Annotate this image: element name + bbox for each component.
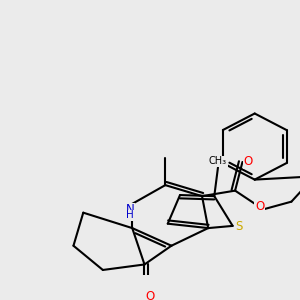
Text: CH₃: CH₃ <box>209 156 227 167</box>
Text: N: N <box>125 203 134 216</box>
Text: O: O <box>243 155 253 168</box>
Text: H: H <box>126 210 134 220</box>
Text: S: S <box>236 220 243 233</box>
Text: O: O <box>255 200 264 213</box>
Text: O: O <box>145 290 154 300</box>
